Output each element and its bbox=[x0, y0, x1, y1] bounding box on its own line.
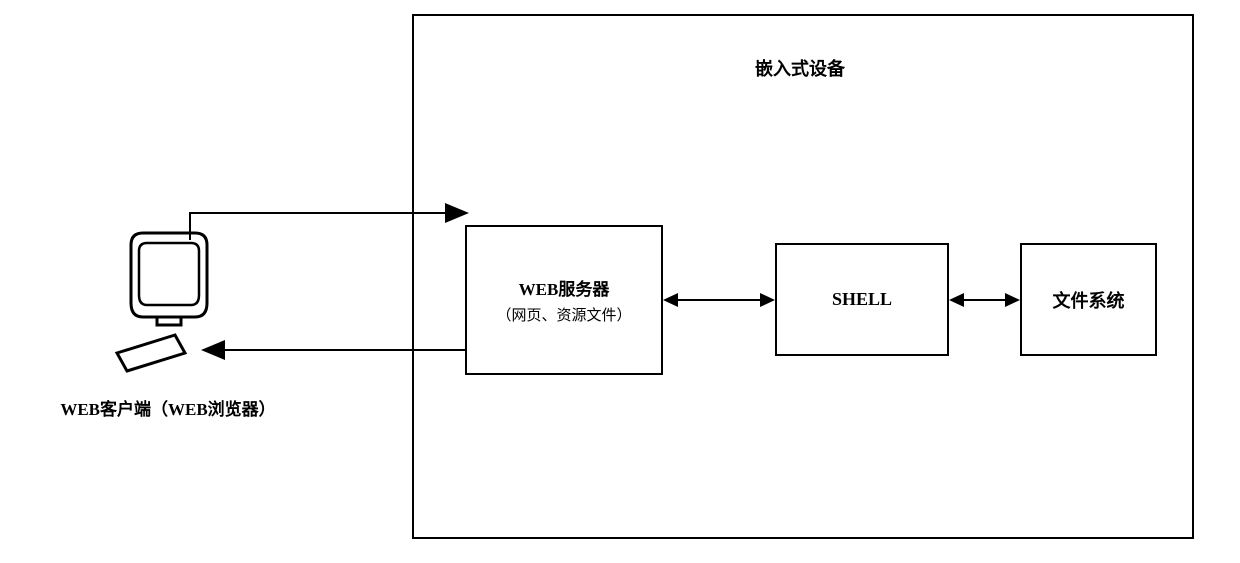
arrows-layer-2 bbox=[0, 0, 1240, 563]
